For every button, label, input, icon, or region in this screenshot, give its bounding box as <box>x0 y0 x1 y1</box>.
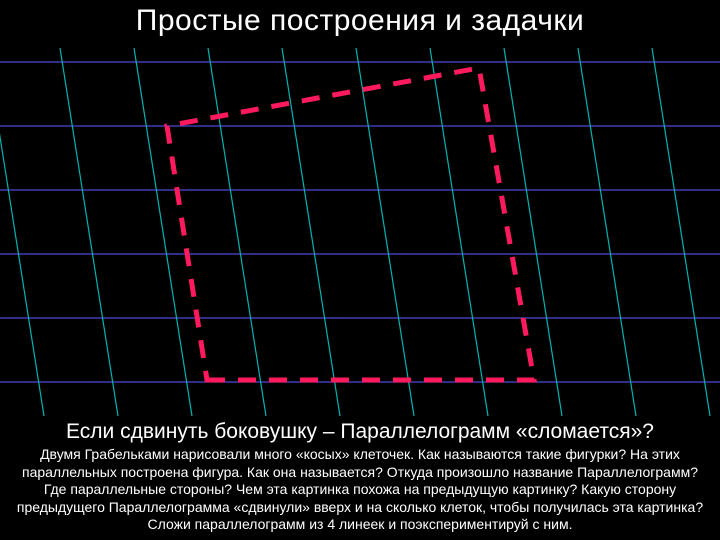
body-paragraph: Двумя Грабельками нарисовали много «косы… <box>12 446 708 534</box>
d-line <box>430 48 488 416</box>
slide-root: Простые построения и задачки Если сдвину… <box>0 0 720 540</box>
d-line <box>578 48 636 416</box>
d-line <box>0 48 44 416</box>
subtitle-question: Если сдвинуть боковушку – Параллелограмм… <box>0 420 720 444</box>
geometry-diagram <box>0 48 720 416</box>
parallelogram-shape <box>167 68 534 380</box>
page-title: Простые построения и задачки <box>0 4 720 38</box>
horizontal-grid <box>0 62 720 382</box>
d-line <box>356 48 414 416</box>
diagonal-grid <box>0 48 720 416</box>
d-line <box>208 48 266 416</box>
d-line <box>60 48 118 416</box>
d-line <box>652 48 710 416</box>
d-line <box>282 48 340 416</box>
